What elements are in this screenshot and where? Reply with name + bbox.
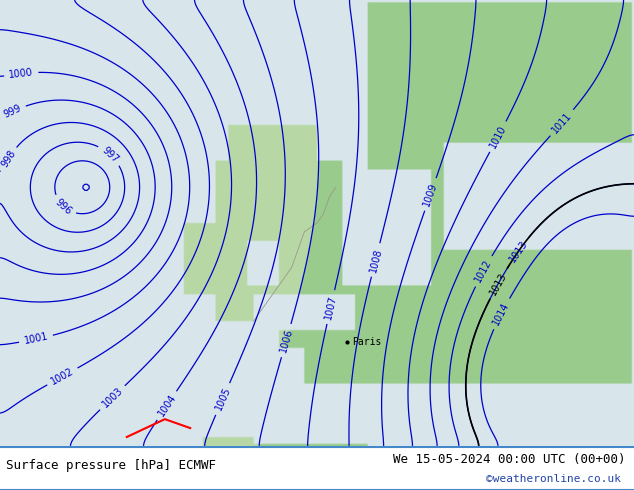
Text: 1007: 1007 — [323, 294, 339, 320]
Text: 1013: 1013 — [488, 270, 508, 296]
Text: 1001: 1001 — [23, 332, 49, 346]
Text: 997: 997 — [100, 145, 120, 165]
Text: We 15-05-2024 00:00 UTC (00+00): We 15-05-2024 00:00 UTC (00+00) — [393, 453, 626, 466]
Text: 1003: 1003 — [100, 386, 125, 410]
Text: 999: 999 — [3, 103, 23, 120]
Text: 1013: 1013 — [507, 238, 530, 264]
Text: 1010: 1010 — [488, 123, 508, 150]
Text: 1000: 1000 — [8, 67, 34, 80]
Text: 1011: 1011 — [550, 110, 574, 135]
Text: 1002: 1002 — [49, 366, 75, 387]
Text: 1014: 1014 — [491, 300, 512, 327]
Text: 998: 998 — [0, 148, 18, 170]
Text: Surface pressure [hPa] ECMWF: Surface pressure [hPa] ECMWF — [6, 459, 216, 472]
Text: ©weatheronline.co.uk: ©weatheronline.co.uk — [486, 474, 621, 484]
Text: Paris: Paris — [352, 337, 381, 346]
Text: 1006: 1006 — [278, 327, 294, 354]
Text: 1012: 1012 — [473, 258, 494, 284]
Text: 996: 996 — [53, 197, 74, 217]
Text: 1005: 1005 — [213, 386, 232, 412]
Text: 1004: 1004 — [156, 392, 178, 418]
Text: 1008: 1008 — [368, 247, 384, 273]
Text: 1009: 1009 — [422, 181, 439, 208]
